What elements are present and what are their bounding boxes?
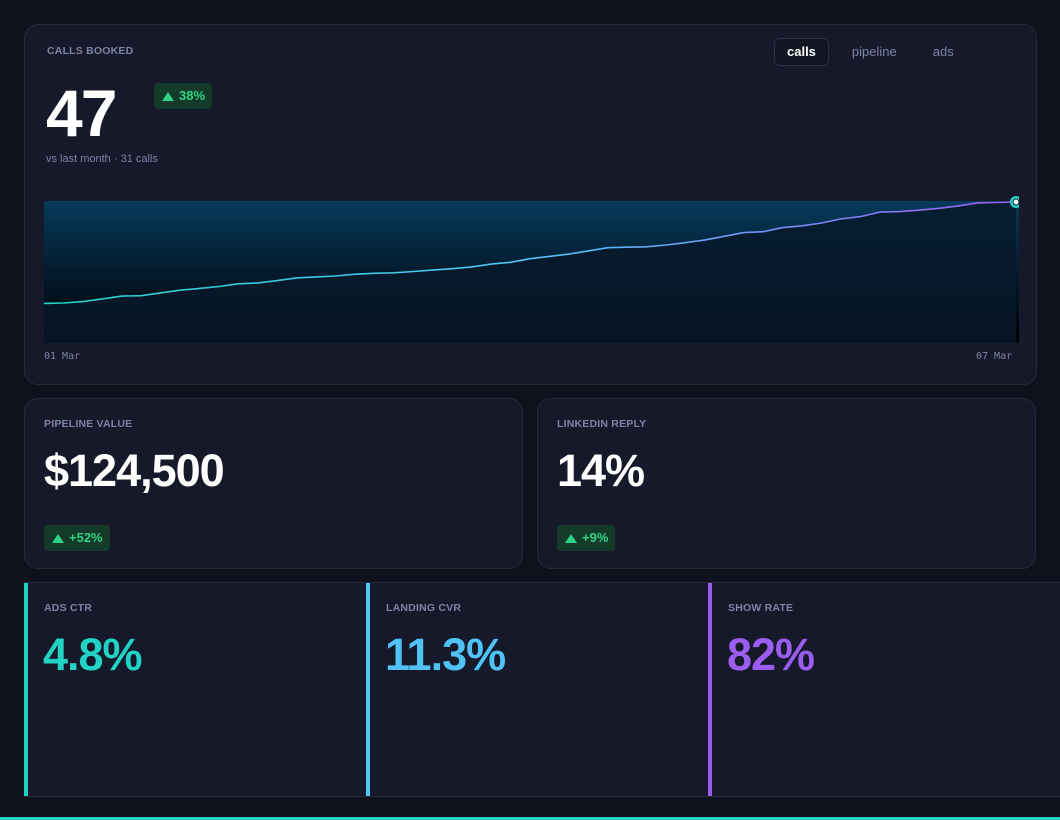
x-axis-start-label: 01 Mar [44,351,81,362]
metric-tabs: calls pipeline ads [774,38,977,66]
arrow-up-icon [162,91,174,101]
ads-ctr-value: 4.8% [43,629,143,680]
arrow-up-icon [565,533,577,543]
pipeline-change-badge: +52% [44,525,110,551]
linkedin-change-badge: +9% [557,525,616,551]
x-axis-end-label: 07 Mar [976,351,1013,362]
arrow-up-icon [52,533,64,543]
calls-comparison: vs last month · 31 calls [46,153,158,165]
tab-ads[interactable]: ads [932,44,954,59]
show-rate-value: 82% [727,629,815,680]
pipeline-value: $124,500 [44,445,225,496]
calls-booked-card: CALLS BOOKED calls pipeline ads 47 38% v… [24,24,1037,385]
calls-booked-label: CALLS BOOKED [47,45,134,57]
calls-booked-value: 47 [46,76,117,150]
show-rate-label: SHOW RATE [728,602,794,614]
tab-pipeline[interactable]: pipeline [851,44,897,59]
accent-bar [366,583,370,796]
ads-ctr-label: ADS CTR [44,602,93,614]
bottom-accent-line [0,817,1060,820]
landing-cvr-label: LANDING CVR [386,602,462,614]
linkedin-change-value: +9% [582,530,609,545]
accent-bar [24,583,28,796]
linkedin-reply-label: LINKEDIN REPLY [557,418,647,430]
calls-change-badge: 38% [154,83,213,109]
area-under-line [44,202,1016,343]
accent-bar [708,583,712,796]
end-point-marker-inner [1012,198,1019,206]
linkedin-reply-value: 14% [557,445,645,496]
calls-trend-chart [44,196,1019,343]
tab-calls[interactable]: calls [774,38,829,66]
linkedin-reply-card: LINKEDIN REPLY 14% +9% [537,398,1036,569]
pipeline-change-value: +52% [69,530,103,545]
trend-line [44,201,1017,305]
landing-cvr-card: LANDING CVR 11.3% [366,582,708,797]
pipeline-value-card: PIPELINE VALUE $124,500 +52% [24,398,523,569]
pipeline-value-label: PIPELINE VALUE [44,418,133,430]
landing-cvr-value: 11.3% [385,629,506,680]
ads-ctr-card: ADS CTR 4.8% [24,582,366,797]
show-rate-card: SHOW RATE 82% [708,582,1060,797]
calls-change-value: 38% [179,88,206,103]
